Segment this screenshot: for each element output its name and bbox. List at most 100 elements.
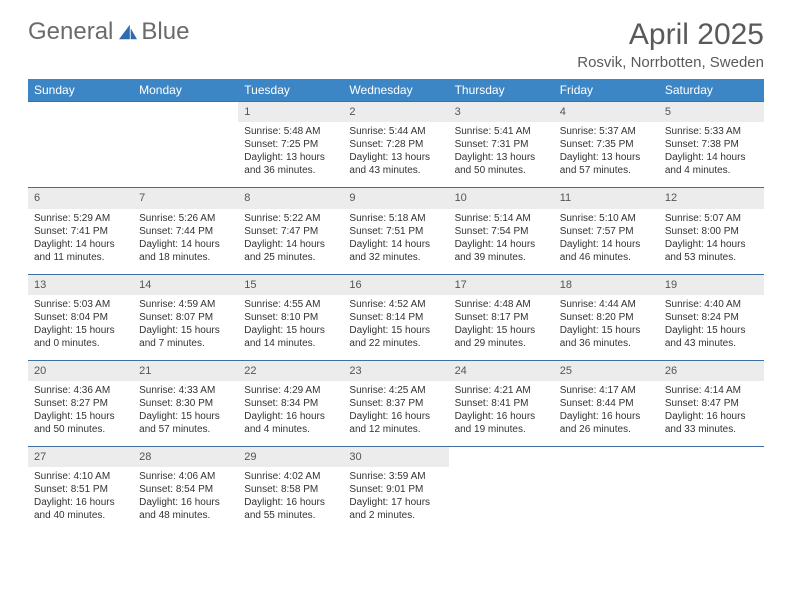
day-number-row: 6789101112 [28,188,764,209]
sunset-text: Sunset: 8:47 PM [665,397,758,410]
day-content-row: Sunrise: 4:36 AMSunset: 8:27 PMDaylight:… [28,381,764,447]
day-content-cell [554,467,659,532]
sunset-text: Sunset: 8:04 PM [34,311,127,324]
day-content-cell: Sunrise: 4:59 AMSunset: 8:07 PMDaylight:… [133,295,238,361]
day-number-cell [554,447,659,468]
daylight-text-1: Daylight: 13 hours [349,151,442,164]
sunrise-text: Sunrise: 4:33 AM [139,384,232,397]
day-content-cell: Sunrise: 5:14 AMSunset: 7:54 PMDaylight:… [449,209,554,275]
daylight-text-1: Daylight: 15 hours [349,324,442,337]
day-number-row: 12345 [28,102,764,123]
day-content-row: Sunrise: 5:29 AMSunset: 7:41 PMDaylight:… [28,209,764,275]
day-content-cell: Sunrise: 4:40 AMSunset: 8:24 PMDaylight:… [659,295,764,361]
daylight-text-1: Daylight: 15 hours [455,324,548,337]
day-content-cell: Sunrise: 5:41 AMSunset: 7:31 PMDaylight:… [449,122,554,188]
weekday-header: Sunday [28,79,133,102]
sunset-text: Sunset: 8:07 PM [139,311,232,324]
sunset-text: Sunset: 8:51 PM [34,483,127,496]
day-number-cell: 28 [133,447,238,468]
sunrise-text: Sunrise: 4:02 AM [244,470,337,483]
daylight-text-1: Daylight: 15 hours [139,410,232,423]
sunrise-text: Sunrise: 5:07 AM [665,212,758,225]
daylight-text-1: Daylight: 16 hours [244,496,337,509]
day-number-cell: 7 [133,188,238,209]
sunset-text: Sunset: 8:10 PM [244,311,337,324]
day-content-cell: Sunrise: 4:10 AMSunset: 8:51 PMDaylight:… [28,467,133,532]
daylight-text-1: Daylight: 14 hours [349,238,442,251]
daylight-text-2: and 14 minutes. [244,337,337,350]
sunrise-text: Sunrise: 5:10 AM [560,212,653,225]
daylight-text-2: and 0 minutes. [34,337,127,350]
daylight-text-1: Daylight: 14 hours [34,238,127,251]
day-number-cell: 29 [238,447,343,468]
day-number-cell: 10 [449,188,554,209]
day-content-cell: Sunrise: 5:44 AMSunset: 7:28 PMDaylight:… [343,122,448,188]
day-number-row: 13141516171819 [28,274,764,295]
daylight-text-2: and 12 minutes. [349,423,442,436]
day-number-cell: 6 [28,188,133,209]
day-number-cell: 25 [554,360,659,381]
calendar-page: General Blue April 2025 Rosvik, Norrbott… [0,0,792,550]
day-number-cell: 20 [28,360,133,381]
day-content-cell: Sunrise: 4:06 AMSunset: 8:54 PMDaylight:… [133,467,238,532]
sunrise-text: Sunrise: 5:44 AM [349,125,442,138]
day-number-cell: 4 [554,102,659,123]
day-number-cell: 1 [238,102,343,123]
day-content-cell: Sunrise: 4:52 AMSunset: 8:14 PMDaylight:… [343,295,448,361]
day-content-cell: Sunrise: 4:21 AMSunset: 8:41 PMDaylight:… [449,381,554,447]
daylight-text-2: and 18 minutes. [139,251,232,264]
daylight-text-1: Daylight: 14 hours [139,238,232,251]
daylight-text-1: Daylight: 13 hours [560,151,653,164]
daylight-text-2: and 40 minutes. [34,509,127,522]
sunset-text: Sunset: 7:38 PM [665,138,758,151]
day-content-cell: Sunrise: 5:22 AMSunset: 7:47 PMDaylight:… [238,209,343,275]
sunset-text: Sunset: 8:24 PM [665,311,758,324]
daylight-text-2: and 50 minutes. [455,164,548,177]
sunset-text: Sunset: 8:00 PM [665,225,758,238]
day-number-cell: 8 [238,188,343,209]
day-content-cell: Sunrise: 5:33 AMSunset: 7:38 PMDaylight:… [659,122,764,188]
daylight-text-2: and 29 minutes. [455,337,548,350]
daylight-text-2: and 19 minutes. [455,423,548,436]
day-content-row: Sunrise: 4:10 AMSunset: 8:51 PMDaylight:… [28,467,764,532]
daylight-text-1: Daylight: 16 hours [349,410,442,423]
day-content-cell: Sunrise: 5:48 AMSunset: 7:25 PMDaylight:… [238,122,343,188]
calendar-table: Sunday Monday Tuesday Wednesday Thursday… [28,79,764,532]
logo: General Blue [28,18,189,46]
sunrise-text: Sunrise: 4:59 AM [139,298,232,311]
sunset-text: Sunset: 7:41 PM [34,225,127,238]
daylight-text-1: Daylight: 14 hours [665,238,758,251]
day-number-cell: 16 [343,274,448,295]
day-content-cell [133,122,238,188]
sunrise-text: Sunrise: 4:21 AM [455,384,548,397]
day-number-cell: 27 [28,447,133,468]
daylight-text-2: and 36 minutes. [560,337,653,350]
day-content-cell [28,122,133,188]
sunset-text: Sunset: 8:34 PM [244,397,337,410]
sunrise-text: Sunrise: 5:26 AM [139,212,232,225]
daylight-text-1: Daylight: 14 hours [560,238,653,251]
day-number-cell [133,102,238,123]
day-content-cell: Sunrise: 5:37 AMSunset: 7:35 PMDaylight:… [554,122,659,188]
day-number-cell: 18 [554,274,659,295]
daylight-text-2: and 4 minutes. [665,164,758,177]
day-content-cell: Sunrise: 4:55 AMSunset: 8:10 PMDaylight:… [238,295,343,361]
sunrise-text: Sunrise: 5:41 AM [455,125,548,138]
title-block: April 2025 Rosvik, Norrbotten, Sweden [577,18,764,71]
sunrise-text: Sunrise: 4:25 AM [349,384,442,397]
daylight-text-2: and 11 minutes. [34,251,127,264]
day-content-cell: Sunrise: 3:59 AMSunset: 9:01 PMDaylight:… [343,467,448,532]
day-content-cell: Sunrise: 4:44 AMSunset: 8:20 PMDaylight:… [554,295,659,361]
daylight-text-2: and 43 minutes. [349,164,442,177]
daylight-text-1: Daylight: 14 hours [455,238,548,251]
sunrise-text: Sunrise: 4:29 AM [244,384,337,397]
daylight-text-2: and 32 minutes. [349,251,442,264]
sunset-text: Sunset: 8:14 PM [349,311,442,324]
daylight-text-1: Daylight: 15 hours [665,324,758,337]
day-number-cell: 14 [133,274,238,295]
day-number-cell: 11 [554,188,659,209]
day-content-row: Sunrise: 5:48 AMSunset: 7:25 PMDaylight:… [28,122,764,188]
daylight-text-1: Daylight: 16 hours [244,410,337,423]
day-content-cell [449,467,554,532]
daylight-text-2: and 57 minutes. [139,423,232,436]
